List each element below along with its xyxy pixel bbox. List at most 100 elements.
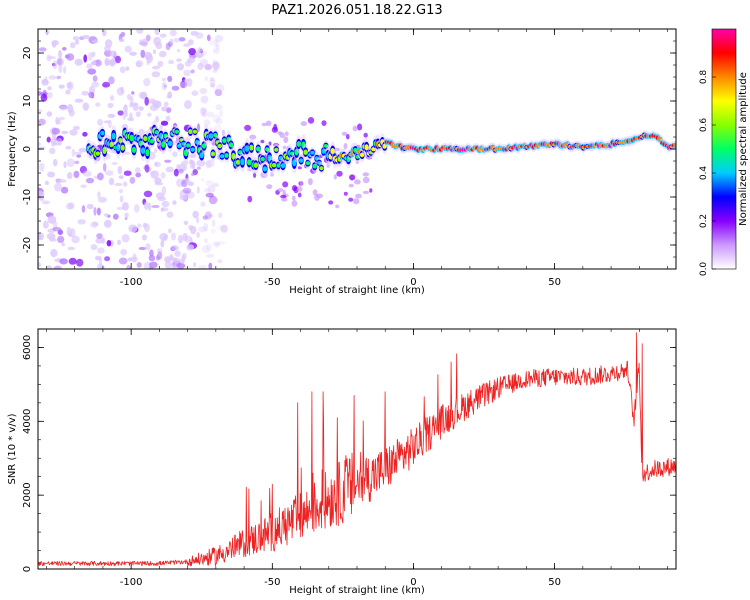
noise-blob	[146, 54, 154, 63]
noise-blob	[106, 240, 112, 247]
noise-blob	[206, 63, 211, 69]
noise-blob	[212, 58, 217, 66]
noise-blob	[38, 91, 42, 96]
noise-blob	[282, 181, 289, 188]
noise-blob	[46, 111, 53, 117]
noise-blob	[191, 90, 199, 96]
colorbar-tick-label: 0.8	[699, 70, 709, 85]
x-tick-label: -50	[264, 277, 280, 288]
noise-blob	[208, 195, 218, 205]
noise-blob	[198, 226, 207, 233]
noise-blob	[66, 82, 72, 89]
noise-blob	[127, 117, 135, 122]
noise-blob	[72, 36, 80, 41]
noise-blob	[65, 145, 72, 150]
noise-blob	[115, 55, 122, 64]
noise-blob	[57, 179, 67, 183]
ridge-core	[111, 132, 116, 140]
noise-blob	[135, 61, 142, 68]
noise-blob	[86, 63, 93, 69]
noise-blob	[196, 231, 200, 238]
noise-blob	[277, 188, 284, 192]
noise-blob	[265, 120, 272, 127]
ridge-core	[274, 147, 279, 152]
noise-blob	[102, 81, 111, 88]
ridge-core	[240, 158, 245, 166]
noise-blob	[127, 93, 131, 100]
noise-blob	[151, 204, 160, 209]
noise-blob	[52, 227, 62, 232]
noise-blob	[90, 61, 97, 66]
noise-blob	[77, 219, 86, 225]
noise-blob	[197, 47, 203, 54]
noise-blob	[283, 136, 289, 144]
noise-blob	[321, 120, 327, 126]
noise-blob	[144, 96, 149, 106]
noise-blob	[46, 233, 56, 240]
noise-blob	[38, 118, 46, 126]
noise-blob	[165, 107, 172, 113]
colorbar-frame	[711, 28, 737, 270]
noise-blob	[206, 254, 215, 258]
noise-blob	[206, 214, 214, 218]
noise-blob	[200, 178, 205, 182]
ridge-core	[262, 166, 268, 172]
noise-blob	[369, 188, 373, 193]
snr-xlabel: Height of straight line (km)	[289, 585, 425, 596]
noise-blob	[341, 131, 348, 136]
noise-blob	[116, 206, 124, 211]
noise-blob	[183, 220, 189, 225]
noise-blob	[144, 164, 150, 173]
noise-blob	[159, 33, 167, 38]
noise-blob	[266, 184, 273, 190]
ridge-core	[154, 130, 159, 135]
noise-blob	[308, 178, 313, 186]
noise-blob	[164, 261, 172, 269]
noise-blob	[38, 109, 43, 113]
ridge-core	[210, 151, 216, 157]
noise-blob	[90, 244, 98, 251]
ridge-core	[129, 134, 134, 142]
y-tick-label: 10	[22, 95, 33, 108]
ridge-core	[161, 141, 166, 148]
noise-blob	[54, 182, 62, 192]
noise-blob	[172, 200, 177, 205]
noise-blob	[121, 234, 130, 243]
noise-blob	[41, 200, 51, 205]
noise-blob	[117, 239, 121, 245]
noise-blob	[203, 222, 209, 232]
noise-blob	[44, 180, 49, 186]
noise-blob	[166, 211, 174, 218]
noise-blob	[176, 263, 186, 269]
noise-blob	[45, 265, 52, 269]
noise-blob	[55, 116, 59, 125]
noise-blob	[134, 203, 140, 213]
ridge-core	[253, 162, 259, 168]
noise-blob	[74, 58, 83, 66]
noise-blob	[212, 69, 218, 73]
noise-blob	[155, 255, 160, 261]
noise-blob	[123, 104, 128, 113]
noise-blob	[165, 115, 171, 122]
noise-blob	[58, 116, 65, 121]
noise-blob	[176, 63, 184, 71]
noise-blob	[200, 95, 209, 104]
noise-blob	[118, 257, 128, 265]
noise-blob	[191, 172, 196, 176]
noise-blob	[59, 105, 68, 111]
noise-blob	[164, 256, 172, 263]
noise-blob	[154, 29, 160, 36]
noise-blob	[138, 246, 146, 251]
snr-ticks: -100 -50 0 50 0 2000 4000 6000	[22, 328, 676, 588]
noise-blob	[362, 172, 370, 177]
noise-blob	[174, 250, 181, 257]
noise-blob	[38, 233, 42, 241]
noise-blob	[192, 210, 199, 219]
noise-blob	[335, 204, 340, 209]
noise-blob	[187, 181, 194, 186]
noise-blob	[50, 138, 56, 147]
noise-blob	[205, 243, 212, 252]
ridge-core	[247, 159, 252, 166]
snr-series-line	[38, 332, 676, 567]
noise-blob	[206, 34, 211, 42]
